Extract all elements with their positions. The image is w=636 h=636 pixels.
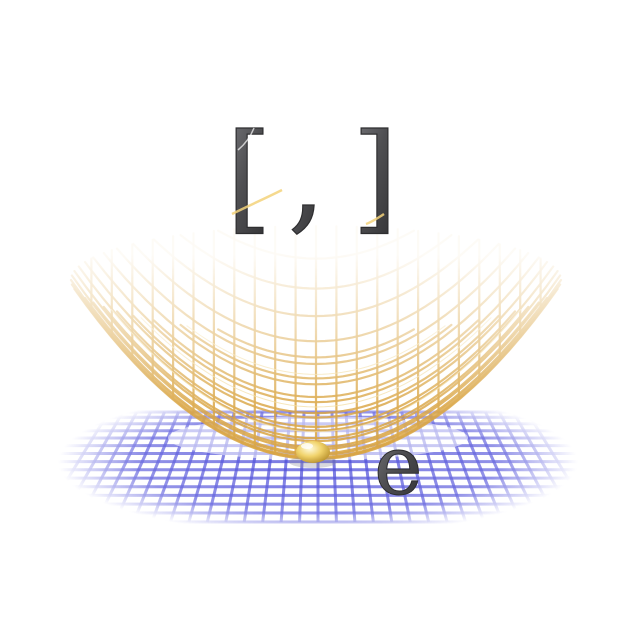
- mesh-line: [110, 309, 522, 433]
- grid-line-v: [525, 411, 597, 523]
- mesh-line: [152, 238, 480, 318]
- grid-line-v: [58, 411, 125, 523]
- mesh-line: [77, 265, 555, 432]
- electron-label: e: [374, 419, 423, 514]
- grid-line-v: [511, 411, 578, 523]
- grid-line-v: [95, 411, 152, 523]
- mesh-line: [217, 328, 415, 359]
- mesh-line: [186, 325, 446, 375]
- grid-plane: [39, 410, 597, 524]
- mesh-line: [152, 319, 480, 399]
- mesh-line: [140, 317, 492, 408]
- bracket-notation: [ , ]: [225, 107, 398, 246]
- mesh-line: [132, 243, 500, 343]
- mesh-line: [83, 260, 549, 419]
- mesh-line: [92, 256, 540, 404]
- grid-line-v: [498, 411, 560, 523]
- grid-line-v: [456, 411, 504, 523]
- mesh-line: [217, 229, 415, 260]
- mesh-line: [102, 305, 530, 440]
- particle-ball: [289, 441, 337, 468]
- open-bracket: [: [226, 108, 272, 246]
- mesh-line: [179, 234, 453, 290]
- grid-line-v: [470, 411, 523, 523]
- mesh-line: [115, 310, 517, 429]
- mesh-line: [132, 314, 500, 415]
- grid-line-v: [39, 411, 111, 523]
- grid-line-v: [113, 411, 166, 523]
- mesh-line: [179, 323, 453, 380]
- comma: ,: [288, 108, 326, 246]
- mesh-line: [115, 247, 517, 366]
- grid-line-v: [76, 411, 138, 523]
- close-bracket: ]: [352, 108, 398, 246]
- grid-line-v: [132, 411, 180, 523]
- mesh-line: [102, 252, 530, 386]
- grid-line-v: [484, 411, 541, 523]
